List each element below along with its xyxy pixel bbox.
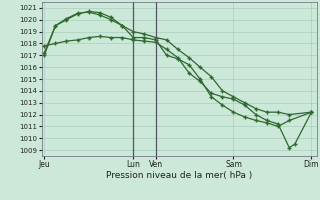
X-axis label: Pression niveau de la mer( hPa ): Pression niveau de la mer( hPa ) (106, 171, 252, 180)
